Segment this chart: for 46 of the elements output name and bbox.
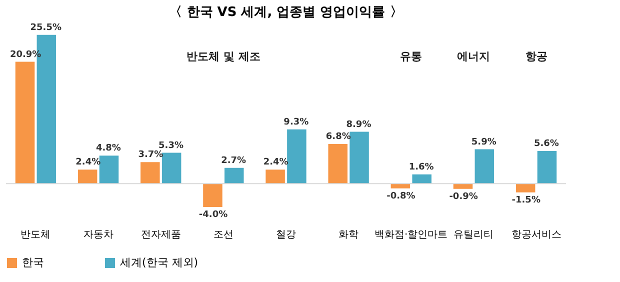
bar (99, 156, 119, 184)
bar (350, 132, 369, 184)
data-label: 5.9% (471, 137, 496, 148)
data-label: 9.3% (284, 117, 309, 128)
data-label: 4.8% (96, 144, 121, 154)
bar (224, 168, 244, 184)
bar (15, 62, 35, 184)
data-label: -4.0% (198, 210, 228, 220)
bar (537, 151, 557, 184)
data-label: 2.7% (221, 156, 246, 166)
x-tick-label: 철강 (276, 230, 296, 240)
data-label: -1.5% (512, 195, 540, 206)
x-tick-label: 반도체 (20, 230, 51, 240)
data-label: 5.3% (158, 140, 184, 151)
data-label: -0.8% (386, 191, 416, 202)
legend-label: 한국 (22, 256, 44, 269)
bar (328, 144, 348, 184)
data-label: 5.6% (534, 139, 559, 149)
bar (266, 170, 285, 184)
bar (390, 184, 410, 188)
x-tick-label: 자동차 (83, 230, 114, 240)
bar (140, 162, 160, 184)
x-tick-label: 유틸리티 (454, 230, 494, 240)
bar (203, 184, 222, 207)
x-tick-label: 백화점·할인마트 (374, 230, 448, 240)
annotation: 유통 (400, 50, 422, 63)
x-tick-label: 조선 (213, 230, 234, 240)
annotation: 항공 (525, 50, 548, 63)
data-label: -0.9% (449, 192, 478, 202)
bar (287, 129, 306, 184)
annotation: 반도체 및 제조 (186, 50, 260, 63)
bar (516, 184, 536, 192)
data-label: 1.6% (408, 162, 434, 172)
bar (412, 174, 432, 184)
bar (78, 170, 98, 184)
x-tick-label: 항공서비스 (511, 230, 562, 240)
x-tick-label: 화학 (338, 230, 359, 240)
bar (453, 184, 473, 189)
data-label: 25.5% (30, 22, 62, 33)
bar (162, 152, 182, 184)
annotation: 에너지 (457, 50, 490, 63)
chart-title: 〈 한국 VS 세계, 업종별 영업이익률 〉 (169, 4, 403, 20)
legend-label: 세계(한국 제외) (120, 256, 198, 269)
x-tick-label: 전자제품 (140, 230, 181, 240)
bar (474, 149, 494, 184)
data-label: 8.9% (346, 120, 372, 130)
